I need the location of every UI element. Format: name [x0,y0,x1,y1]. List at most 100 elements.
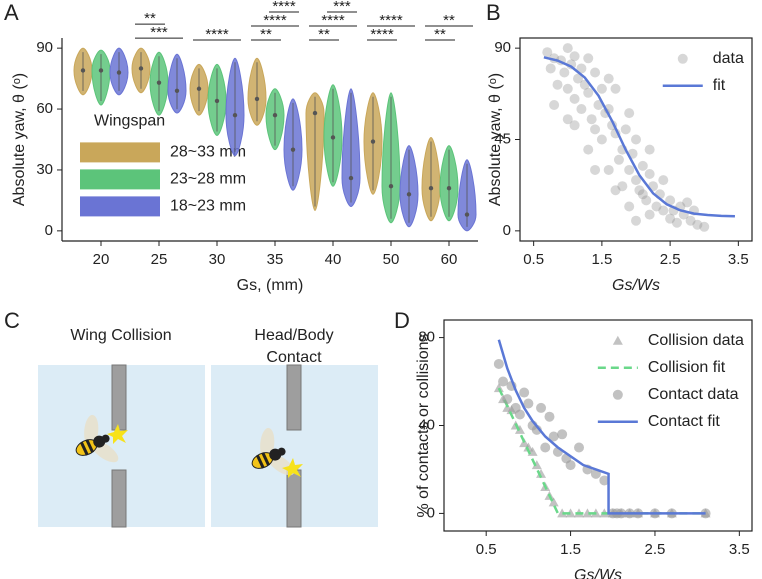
y-tick-label: 40 [418,416,435,433]
legend-swatch [80,196,160,217]
data-point [631,215,641,226]
y-axis-label: % of contacts or collisions [415,333,432,517]
legend-swatch [612,335,623,345]
data-point [624,108,635,119]
impact-star [107,424,128,444]
data-point [531,460,542,470]
data-point [671,217,682,228]
fit-line [497,339,706,515]
violin-median [290,147,296,152]
x-tick-label: 1.5 [560,541,581,558]
data-point [498,376,509,387]
data-point [566,59,577,70]
gap-wall [111,469,127,528]
violin-median [196,86,202,91]
violin-median [406,192,412,197]
x-tick-label: 2.5 [645,541,666,558]
violin-median [388,183,394,189]
data-point [569,93,580,104]
y-tick-label: 80 [418,329,435,346]
gap-wall [286,469,302,528]
data-point [685,215,696,226]
violin-median [254,96,260,102]
data-point [596,134,607,145]
data-point [596,83,607,94]
data-point [637,189,648,200]
violin-median [232,112,238,118]
significance-label: ** [144,10,156,27]
chart-panel: B 0 45 90 0.5 1.5 2.5 3.5 Gs/Ws Absolute yaw, θ (… [486,0,753,294]
significance-label: **** [379,12,403,29]
violin-median [348,175,354,181]
data-point [586,114,597,125]
data-point [644,169,655,180]
legend-label: 23~28 mm [170,171,246,188]
y-tick-label: 0 [503,222,511,239]
legend-swatch [612,389,623,400]
data-point [569,51,580,62]
data-point [641,195,652,206]
y-tick-label: 60 [36,100,53,117]
significance-label: *** [150,24,168,41]
legend-label: 28~33 mm [170,144,246,161]
legend-swatch [80,142,160,163]
data-point [542,47,553,58]
diagram-c: C Wing Collision Head/Body Contact [4,308,378,528]
data-point [562,83,573,94]
data-point [565,508,576,518]
data-point [665,195,676,206]
panel-label: C [4,308,20,333]
legend-title: Wingspan [94,113,165,130]
data-point [559,67,570,78]
data-point [658,205,669,216]
data-point [599,475,610,486]
data-point [603,164,614,175]
violin-median [312,110,318,116]
data-point [644,144,655,155]
x-axis-label: Gs/Ws [574,567,622,579]
panel-label: A [4,0,19,25]
data-point [544,411,555,422]
violin-median [116,70,122,75]
data-point [610,83,621,94]
legend-label: Contact fit [648,413,721,430]
data-point [699,221,710,232]
data-point [590,67,601,78]
y-tick-label: 30 [36,161,53,178]
data-point [634,185,645,196]
x-tick-label: 0.5 [523,251,544,268]
x-tick-label: 0.5 [476,541,497,558]
data-point [651,201,662,212]
data-point [552,79,563,90]
x-tick-label: 3.5 [729,541,750,558]
impact-star [282,458,303,478]
legend-label: Collision data [648,332,744,349]
data-point [620,124,631,135]
data-point [576,63,587,74]
data-point [565,460,576,471]
x-axis-label: Gs/Ws [612,277,660,294]
violin-median [80,68,86,73]
data-point [536,402,547,413]
data-point [613,154,624,165]
panel-label: D [394,308,410,333]
violin-median [464,212,470,217]
data-point [519,438,530,448]
significance-label: **** [205,26,229,43]
diagram-title: Contact [266,349,322,366]
gap-wall [286,364,302,431]
violin-median [156,80,162,85]
data-point [557,429,568,440]
data-point [682,197,693,208]
data-point [548,497,559,507]
data-point [590,124,601,135]
data-point [536,468,547,478]
y-axis-label: Absolute yaw, θ (ᵒ) [11,73,28,206]
violin-median [98,68,104,73]
x-tick-label: 35 [267,251,284,268]
data-point [514,409,525,420]
data-point [583,53,594,64]
legend: data fit [662,50,744,94]
data-point [583,87,594,98]
